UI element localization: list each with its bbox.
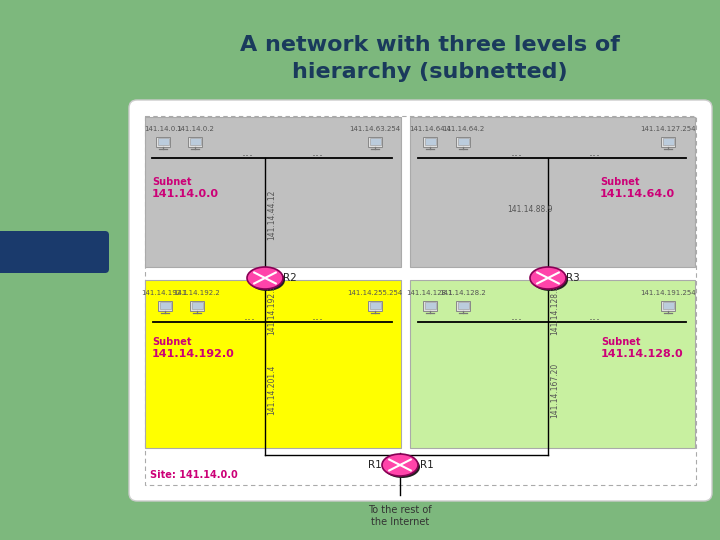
Text: 141.14.0.0: 141.14.0.0 (152, 189, 219, 199)
FancyBboxPatch shape (661, 301, 675, 311)
Text: 141.14.192.3: 141.14.192.3 (267, 285, 276, 335)
FancyBboxPatch shape (423, 301, 437, 311)
FancyBboxPatch shape (368, 137, 382, 147)
Text: 141.14.0.2: 141.14.0.2 (176, 126, 214, 132)
Text: R2: R2 (283, 273, 297, 283)
Text: R3: R3 (566, 273, 580, 283)
FancyBboxPatch shape (158, 301, 172, 311)
FancyBboxPatch shape (456, 137, 470, 147)
FancyBboxPatch shape (145, 117, 401, 267)
FancyBboxPatch shape (456, 301, 470, 311)
FancyBboxPatch shape (425, 138, 436, 145)
Text: ...: ... (589, 146, 601, 159)
FancyBboxPatch shape (661, 137, 675, 147)
Text: R1: R1 (420, 460, 433, 470)
FancyBboxPatch shape (662, 138, 673, 145)
Text: 141.14.167.20: 141.14.167.20 (550, 362, 559, 417)
Text: 141.14.128.3: 141.14.128.3 (550, 285, 559, 335)
FancyBboxPatch shape (160, 302, 171, 309)
Text: Subnet: Subnet (600, 177, 639, 187)
FancyBboxPatch shape (189, 138, 200, 145)
Text: Subnet: Subnet (152, 337, 192, 347)
Ellipse shape (384, 456, 420, 478)
FancyBboxPatch shape (0, 231, 109, 273)
Text: 141.14.191.254: 141.14.191.254 (640, 290, 696, 296)
FancyBboxPatch shape (423, 137, 437, 147)
FancyBboxPatch shape (145, 280, 401, 448)
FancyBboxPatch shape (0, 0, 108, 540)
Text: 141.14.63.254: 141.14.63.254 (349, 126, 400, 132)
Ellipse shape (247, 267, 283, 289)
FancyBboxPatch shape (410, 117, 695, 267)
Ellipse shape (249, 269, 285, 291)
Text: 141.14.44.12: 141.14.44.12 (267, 190, 276, 240)
Text: Subnet: Subnet (601, 337, 641, 347)
FancyBboxPatch shape (188, 137, 202, 147)
FancyBboxPatch shape (410, 280, 695, 448)
Ellipse shape (532, 269, 568, 291)
FancyBboxPatch shape (662, 302, 673, 309)
FancyBboxPatch shape (158, 138, 168, 145)
FancyBboxPatch shape (457, 302, 469, 309)
Text: 141.14.0.1: 141.14.0.1 (144, 126, 182, 132)
FancyBboxPatch shape (425, 302, 436, 309)
Text: 141.14.192.0: 141.14.192.0 (152, 349, 235, 359)
Text: 141.14.192.1: 141.14.192.1 (142, 290, 189, 296)
Text: 141.14.64.0: 141.14.64.0 (600, 189, 675, 199)
Text: Subnet: Subnet (152, 177, 192, 187)
Text: To the rest of
the Internet: To the rest of the Internet (368, 505, 432, 526)
FancyBboxPatch shape (192, 302, 202, 309)
FancyBboxPatch shape (457, 138, 469, 145)
Text: 141.14.128.1: 141.14.128.1 (407, 290, 454, 296)
Text: 141.14.88.9: 141.14.88.9 (508, 206, 553, 214)
FancyBboxPatch shape (129, 100, 712, 501)
Text: A network with three levels of: A network with three levels of (240, 35, 620, 55)
Text: ...: ... (242, 146, 254, 159)
Text: 141.14.128.0: 141.14.128.0 (601, 349, 683, 359)
FancyBboxPatch shape (190, 301, 204, 311)
Ellipse shape (530, 267, 566, 289)
Text: 141.14.255.254: 141.14.255.254 (347, 290, 402, 296)
Text: 141.14.64.2: 141.14.64.2 (442, 126, 484, 132)
Text: 141.14.201.4: 141.14.201.4 (267, 365, 276, 415)
Text: hierarchy (subnetted): hierarchy (subnetted) (292, 62, 568, 82)
Text: ...: ... (244, 310, 256, 323)
Text: ...: ... (312, 310, 324, 323)
Ellipse shape (382, 454, 418, 476)
Text: ...: ... (312, 146, 324, 159)
Text: 141.14.192.2: 141.14.192.2 (174, 290, 220, 296)
Text: ...: ... (511, 146, 523, 159)
FancyBboxPatch shape (156, 137, 170, 147)
Text: R1: R1 (368, 460, 382, 470)
FancyBboxPatch shape (368, 301, 382, 311)
Text: Site: 141.14.0.0: Site: 141.14.0.0 (150, 470, 238, 480)
Text: 141.14.128.2: 141.14.128.2 (440, 290, 487, 296)
FancyBboxPatch shape (369, 302, 380, 309)
FancyBboxPatch shape (369, 138, 380, 145)
Text: ...: ... (589, 310, 601, 323)
Text: 141.14.64.1: 141.14.64.1 (409, 126, 451, 132)
Text: 141.14.127.254: 141.14.127.254 (640, 126, 696, 132)
Text: ...: ... (511, 310, 523, 323)
